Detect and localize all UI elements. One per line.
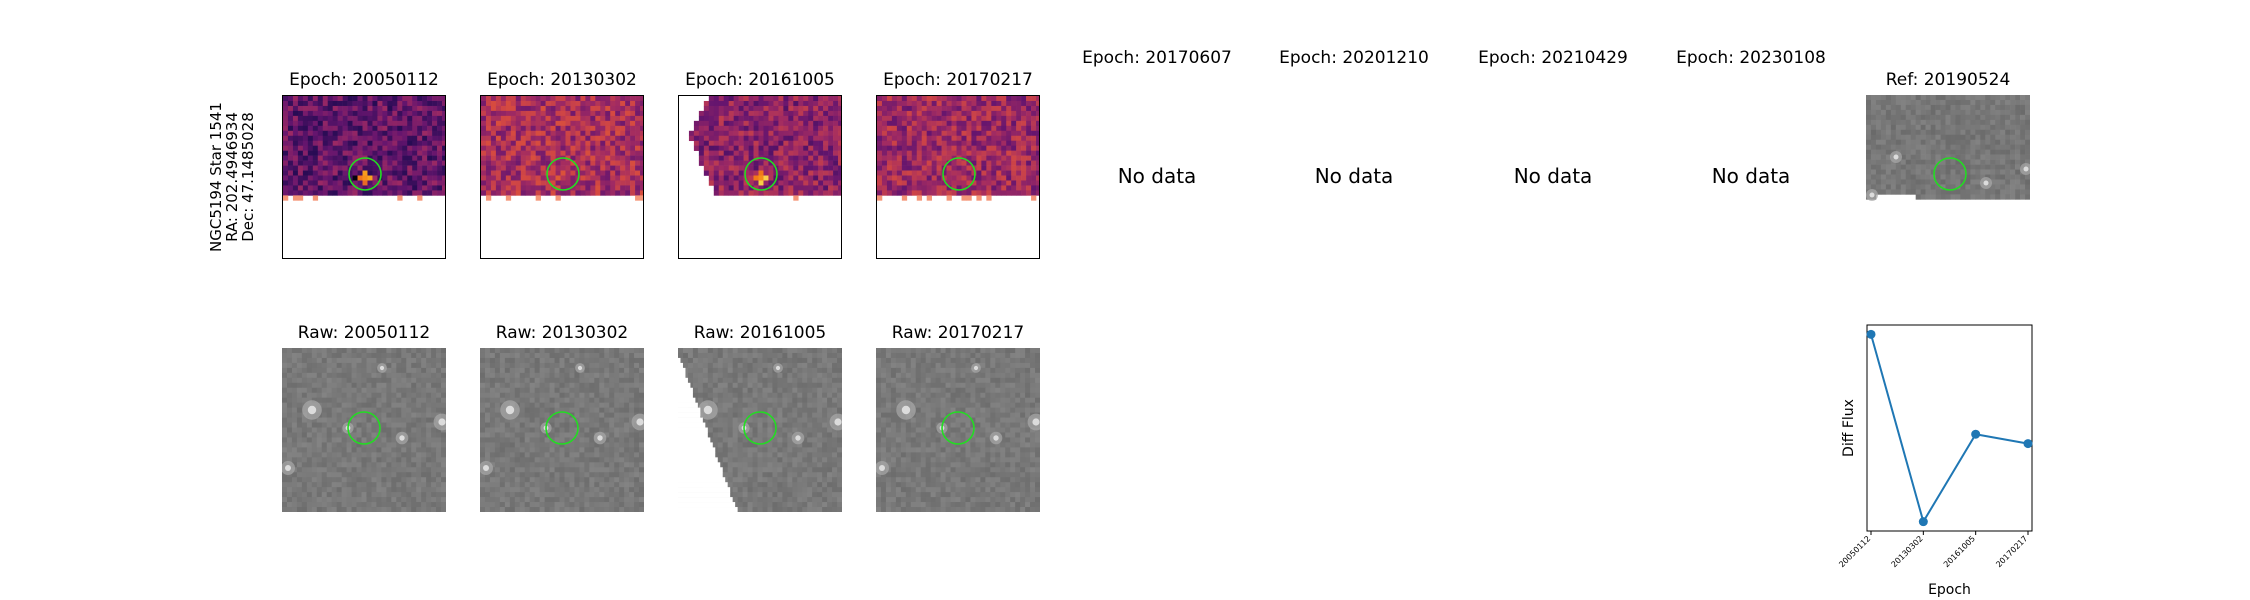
- raw-image-4: [876, 348, 1040, 512]
- aperture-circle: [744, 157, 778, 191]
- aperture-circle: [545, 411, 579, 445]
- diff-title-8: Epoch: 20230108: [1676, 48, 1826, 68]
- aperture-circle: [347, 411, 381, 445]
- raw-image-2: [480, 348, 644, 512]
- raw-title-1: Raw: 20050112: [297, 323, 431, 343]
- diff-image-4: [876, 95, 1040, 259]
- diff-image-1: [282, 95, 446, 259]
- x-axis-label: Epoch: [1928, 582, 1971, 598]
- light-curve-chart: 20050112 20130302 20161005 20170217 Epoch Dif…: [1837, 324, 2033, 598]
- no-data-6: No data: [1314, 164, 1394, 188]
- aperture-circle: [1933, 157, 1967, 191]
- no-data-8: No data: [1711, 164, 1791, 188]
- ref-title: Ref: 20190524: [1885, 70, 2011, 90]
- y-axis-label: Diff Flux: [1841, 399, 1857, 457]
- diff-title-1: Epoch: 20050112: [289, 70, 439, 90]
- x-tick-label: 20130302: [1890, 534, 1925, 569]
- diff-title-3: Epoch: 20161005: [685, 70, 835, 90]
- x-tick-label: 20170217: [1994, 534, 2029, 569]
- target-ra: RA: 202.4946934: [223, 112, 241, 242]
- plot-frame: [1866, 324, 2033, 532]
- diff-image-2: [480, 95, 644, 259]
- raw-title-2: Raw: 20130302: [495, 323, 629, 343]
- x-tick-label: 20050112: [1837, 534, 1872, 569]
- diff-title-6: Epoch: 20201210: [1279, 48, 1429, 68]
- aperture-circle: [941, 411, 975, 445]
- aperture-circle: [348, 157, 382, 191]
- raw-title-3: Raw: 20161005: [693, 323, 827, 343]
- raw-image-3: [678, 348, 842, 512]
- target-label: NGC5194 Star 1541 RA: 202.4946934 Dec: 4…: [207, 102, 257, 252]
- no-data-7: No data: [1513, 164, 1593, 188]
- diff-title-2: Epoch: 20130302: [487, 70, 637, 90]
- data-point: [1918, 517, 1928, 527]
- target-name: NGC5194 Star 1541: [207, 102, 225, 252]
- no-data-5: No data: [1117, 164, 1197, 188]
- data-point: [2023, 439, 2033, 449]
- x-tick-label: 20161005: [1942, 534, 1977, 569]
- series-line: [1870, 334, 2029, 525]
- diff-image-3: [678, 95, 842, 259]
- diff-title-4: Epoch: 20170217: [883, 70, 1033, 90]
- raw-image-1: [282, 348, 446, 512]
- diff-title-5: Epoch: 20170607: [1082, 48, 1232, 68]
- aperture-circle: [743, 411, 777, 445]
- data-point: [1866, 329, 1876, 339]
- diff-title-7: Epoch: 20210429: [1478, 48, 1628, 68]
- raw-title-4: Raw: 20170217: [891, 323, 1025, 343]
- data-point: [1971, 429, 1981, 439]
- target-dec: Dec: 47.1485028: [239, 112, 257, 242]
- ref-image: [1866, 95, 2030, 259]
- aperture-circle: [546, 157, 580, 191]
- aperture-circle: [942, 157, 976, 191]
